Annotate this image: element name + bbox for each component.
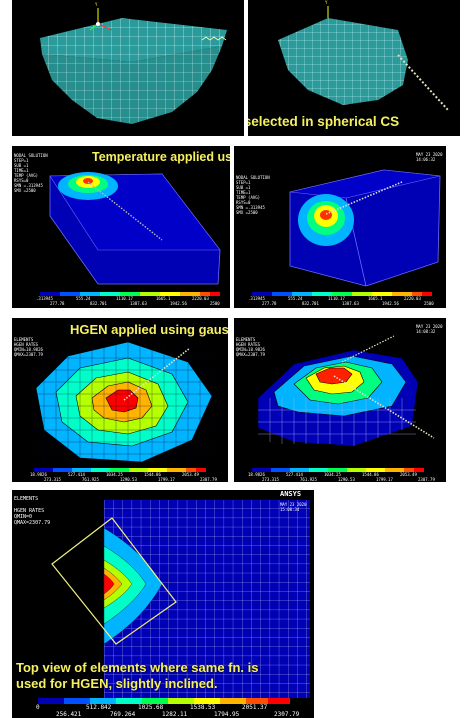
legend-value: 256.421 [56, 711, 82, 718]
caption-hgen: HGEN applied using gaussian distribution [70, 322, 228, 337]
legend-value: 1942.56 [382, 301, 399, 306]
result-header: NODAL SOLUTION STEP=1 SUB =1 TIME=1 TEMP… [14, 153, 48, 193]
caption-spherical: Elements selected in spherical CS [248, 114, 400, 129]
legend-value: 1799.17 [376, 477, 393, 482]
date-stamp: MAY 23 2020 15:08:34 [280, 502, 307, 512]
legend-value: 1290.53 [120, 477, 137, 482]
mesh-panel-1: Y [12, 0, 244, 136]
legend-value: 273.315 [44, 477, 61, 482]
temperature-render-1 [40, 172, 221, 296]
date-stamp: MAY 23 2020 14:08:32 [416, 324, 443, 334]
legend-value: 1387.63 [130, 301, 147, 306]
legend-value: 2307.79 [200, 477, 217, 482]
legend-value: 527.414 [286, 472, 303, 477]
legend-value: 2053.49 [182, 472, 199, 477]
caption-top-view-line-2: used for HGEN, slightly inclined. [16, 676, 218, 691]
legend-value: 1665.1 [368, 296, 383, 301]
legend-value: 18.9826 [248, 472, 265, 477]
legend-value: 1544.86 [144, 472, 161, 477]
result-header: ELEMENTS HGEN RATES QMIN=18.9826 QMAX=23… [14, 337, 43, 357]
hgen-panel-1: ELEMENTS HGEN RATES QMIN=18.9826 QMAX=23… [12, 318, 228, 482]
legend-value: 512.842 [86, 704, 112, 711]
legend-value: .313945 [248, 296, 265, 301]
legend-value: 832.701 [302, 301, 319, 306]
mesh-panel-2: Y Elements selected in spherical CS [248, 0, 460, 136]
legend-value: 2051.37 [242, 704, 268, 711]
temperature-render-2 [252, 169, 441, 296]
result-header: ELEMENTS HGEN RATES QMIN=0 QMAX=2307.79 [14, 496, 51, 526]
legend-value: 2500 [210, 301, 220, 306]
legend-value: 832.701 [90, 301, 107, 306]
legend-value: 1110.17 [116, 296, 133, 301]
mesh-render-1 [40, 8, 227, 124]
legend-value: 2053.49 [400, 472, 417, 477]
legend-value: 18.9826 [30, 472, 47, 477]
temperature-legend-bar-2 [252, 292, 432, 296]
legend-value: 1290.53 [338, 477, 355, 482]
legend-value: 2220.03 [404, 296, 421, 301]
legend-value: 0 [36, 704, 40, 711]
mesh-render-2 [278, 6, 449, 111]
brand-label: ANSYS [280, 490, 302, 498]
hgen-panel-2: ELEMENTS HGEN RATES QMIN=18.9826 QMAX=23… [234, 318, 446, 482]
legend-value: .313945 [36, 296, 53, 301]
legend-value: 1794.95 [214, 711, 240, 718]
legend-value: 277.78 [50, 301, 65, 306]
legend-value: 1538.53 [190, 704, 216, 711]
temperature-panel-1: NODAL SOLUTION STEP=1 SUB =1 TIME=1 TEMP… [12, 146, 230, 308]
temperature-panel-2: NODAL SOLUTION STEP=1 SUB =1 TIME=1 TEMP… [234, 146, 446, 308]
legend-value: 769.264 [110, 711, 136, 718]
result-header: ELEMENTS HGEN RATES QMIN=18.9826 QMAX=23… [236, 337, 265, 357]
legend-value: 555.24 [288, 296, 303, 301]
caption-temperature: Temperature applied using gaussian distr… [92, 150, 230, 164]
legend-value: 1110.17 [328, 296, 345, 301]
top-view-legend-bar [38, 698, 290, 704]
result-header: NODAL SOLUTION STEP=1 SUB =1 TIME=1 TEMP… [236, 175, 270, 215]
hgen-legend-bar-1 [34, 468, 206, 472]
caption-top-view-line-1: Top view of elements where same fn. is [16, 660, 259, 675]
axis-label-y: Y [325, 0, 328, 5]
legend-value: 1025.68 [138, 704, 164, 711]
legend-value: 1942.56 [170, 301, 187, 306]
legend-value: 555.24 [76, 296, 91, 301]
legend-value: 1034.25 [324, 472, 341, 477]
legend-value: 2220.03 [192, 296, 209, 301]
hgen-legend-bar-2 [252, 468, 424, 472]
legend-value: 1544.86 [362, 472, 379, 477]
legend-value: 527.414 [68, 472, 85, 477]
legend-value: 277.78 [262, 301, 277, 306]
axis-label-y: Y [95, 2, 98, 7]
legend-value: 761.925 [82, 477, 99, 482]
legend-value: 1387.63 [342, 301, 359, 306]
legend-value: 2307.79 [274, 711, 300, 718]
legend-value: 761.925 [300, 477, 317, 482]
hgen-top-view-panel: ELEMENTS HGEN RATES QMIN=0 QMAX=2307.79 … [12, 490, 314, 718]
legend-value: 1665.1 [156, 296, 171, 301]
legend-value: 1282.11 [162, 711, 188, 718]
hgen-render-2 [252, 335, 435, 472]
date-stamp: MAY 23 2020 14:06:32 [416, 152, 443, 162]
top-view-render [38, 500, 310, 704]
legend-value: 2500 [424, 301, 434, 306]
hgen-render-1 [32, 338, 217, 472]
legend-value: 1034.25 [106, 472, 123, 477]
legend-value: 273.315 [262, 477, 279, 482]
legend-value: 1799.17 [158, 477, 175, 482]
legend-value: 2307.79 [418, 477, 435, 482]
temperature-legend-bar-1 [40, 292, 220, 296]
